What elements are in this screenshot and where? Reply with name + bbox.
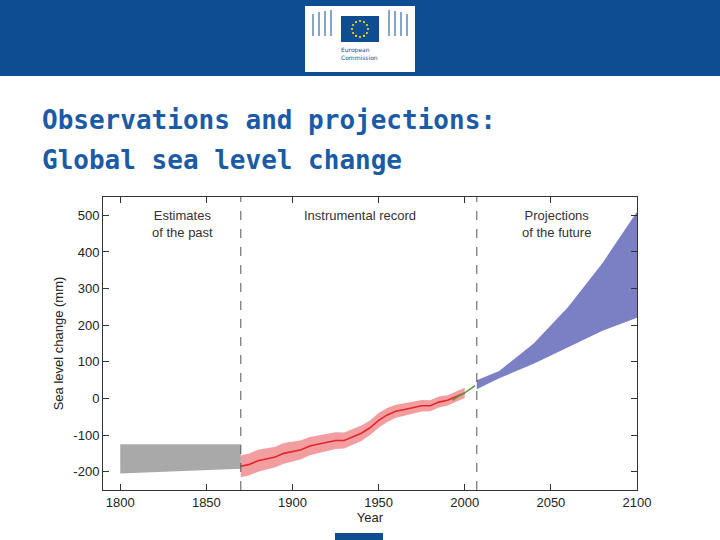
html-text:Observations and projections:: Observations and projections: xyxy=(42,105,496,135)
svg-text:200: 200 xyxy=(78,318,100,333)
svg-text:Commission: Commission xyxy=(341,54,378,61)
svg-text:300: 300 xyxy=(78,281,100,296)
svg-text:Projectionsof the future: Projectionsof the future xyxy=(522,208,591,240)
svg-text:2050: 2050 xyxy=(536,495,565,510)
svg-text:500: 500 xyxy=(78,208,100,223)
svg-text:1950: 1950 xyxy=(364,495,393,510)
svg-text:1900: 1900 xyxy=(278,495,307,510)
svg-text:2000: 2000 xyxy=(450,495,479,510)
svg-text:Instrumental record: Instrumental record xyxy=(304,208,416,223)
svg-text:0: 0 xyxy=(92,391,99,406)
svg-text:100: 100 xyxy=(78,354,100,369)
html-text:Global sea level change: Global sea level change xyxy=(42,145,402,175)
svg-text:1800: 1800 xyxy=(106,495,135,510)
svg-text:Estimatesof the past: Estimatesof the past xyxy=(152,208,213,240)
svg-text:-200: -200 xyxy=(73,464,99,479)
svg-text:Sea level change (mm): Sea level change (mm) xyxy=(51,277,66,411)
svg-text:European: European xyxy=(341,46,370,54)
svg-text:-100: -100 xyxy=(73,428,99,443)
svg-text:2100: 2100 xyxy=(623,495,652,510)
svg-text:400: 400 xyxy=(78,244,100,259)
svg-text:1850: 1850 xyxy=(192,495,221,510)
svg-text:Year: Year xyxy=(357,510,384,525)
